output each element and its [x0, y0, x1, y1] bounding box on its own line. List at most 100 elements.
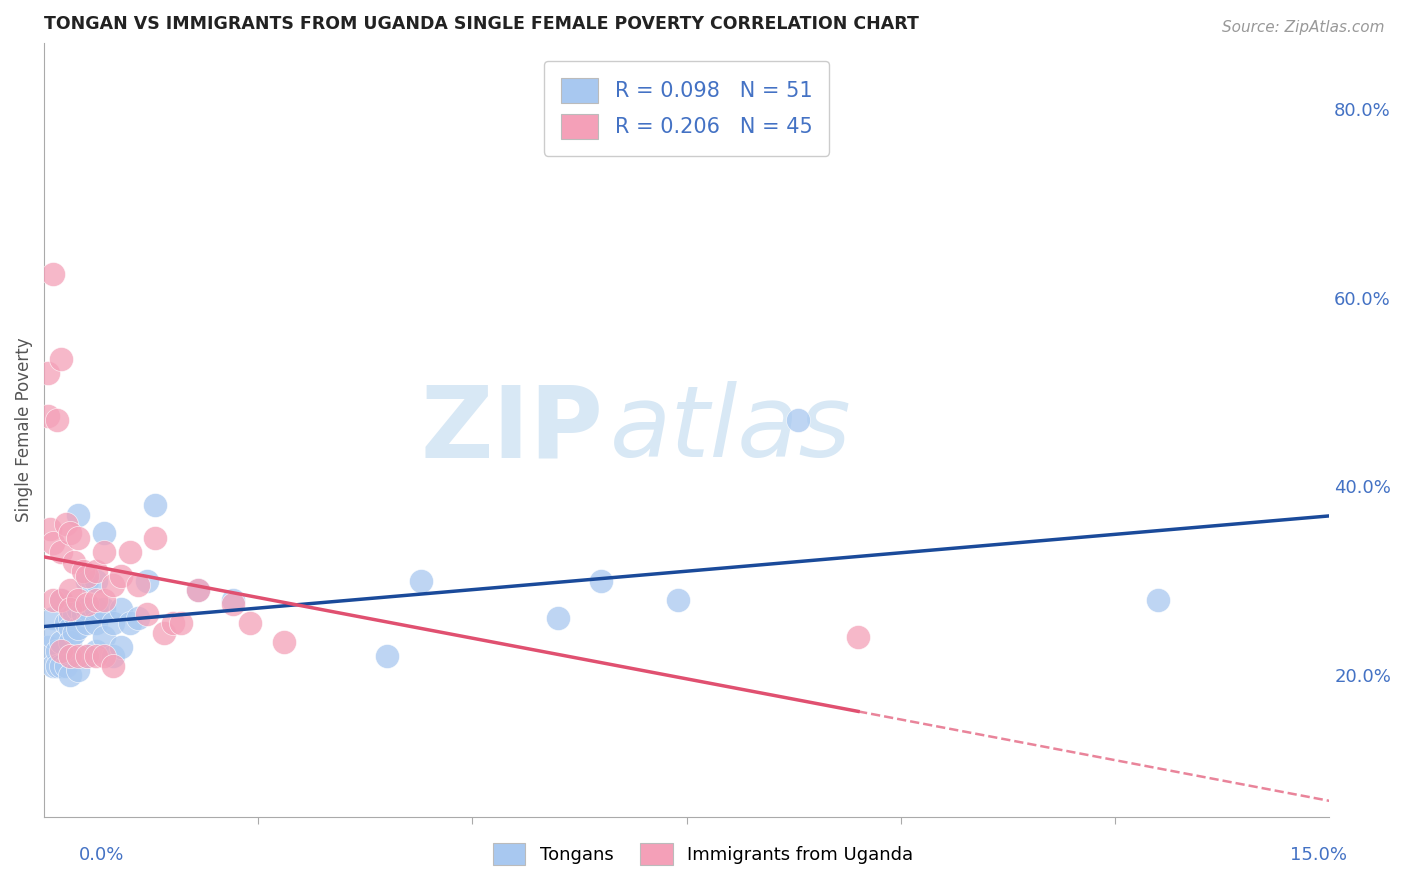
- Point: [84, 592, 107, 607]
- Point: [67, 663, 90, 677]
- Legend: Tongans, Immigrants from Uganda: Tongans, Immigrants from Uganda: [484, 834, 922, 874]
- Point: [76, 574, 98, 588]
- Point: [41, 267, 63, 281]
- Point: [67, 602, 90, 616]
- Text: 15.0%: 15.0%: [1291, 846, 1347, 863]
- Point: [59, 602, 82, 616]
- Text: Source: ZipAtlas.com: Source: ZipAtlas.com: [1222, 20, 1385, 35]
- Point: [110, 602, 132, 616]
- Point: [59, 583, 82, 598]
- Point: [59, 649, 82, 664]
- Point: [55, 658, 77, 673]
- Point: [59, 621, 82, 635]
- Point: [84, 602, 107, 616]
- Point: [84, 564, 107, 578]
- Point: [51, 545, 73, 559]
- Point: [93, 602, 115, 616]
- Point: [67, 592, 90, 607]
- Point: [239, 616, 262, 631]
- Point: [51, 644, 73, 658]
- Point: [51, 592, 73, 607]
- Point: [51, 592, 73, 607]
- Point: [41, 658, 63, 673]
- Point: [375, 649, 398, 664]
- Point: [153, 625, 176, 640]
- Point: [127, 611, 149, 625]
- Point: [76, 649, 98, 664]
- Point: [41, 611, 63, 625]
- Point: [127, 578, 149, 592]
- Point: [1147, 592, 1170, 607]
- Point: [67, 621, 90, 635]
- Point: [76, 597, 98, 611]
- Point: [84, 644, 107, 658]
- Point: [273, 635, 295, 649]
- Point: [135, 574, 157, 588]
- Point: [589, 574, 612, 588]
- Point: [59, 526, 82, 541]
- Point: [76, 602, 98, 616]
- Point: [110, 569, 132, 583]
- Point: [55, 616, 77, 631]
- Point: [101, 658, 124, 673]
- Point: [110, 640, 132, 654]
- Point: [409, 574, 432, 588]
- Point: [101, 649, 124, 664]
- Point: [93, 649, 115, 664]
- Point: [93, 630, 115, 644]
- Point: [76, 569, 98, 583]
- Point: [37, 409, 59, 423]
- Point: [37, 640, 59, 654]
- Point: [41, 536, 63, 550]
- Point: [84, 616, 107, 631]
- Point: [46, 644, 69, 658]
- Point: [93, 526, 115, 541]
- Point: [59, 668, 82, 682]
- Point: [547, 611, 569, 625]
- Point: [39, 522, 62, 536]
- Point: [63, 607, 86, 621]
- Point: [135, 607, 157, 621]
- Text: TONGAN VS IMMIGRANTS FROM UGANDA SINGLE FEMALE POVERTY CORRELATION CHART: TONGAN VS IMMIGRANTS FROM UGANDA SINGLE …: [44, 15, 920, 33]
- Point: [41, 630, 63, 644]
- Point: [76, 616, 98, 631]
- Point: [37, 366, 59, 380]
- Point: [221, 592, 243, 607]
- Point: [93, 545, 115, 559]
- Y-axis label: Single Female Poverty: Single Female Poverty: [15, 337, 32, 522]
- Point: [170, 616, 193, 631]
- Point: [55, 517, 77, 532]
- Point: [46, 658, 69, 673]
- Point: [63, 625, 86, 640]
- Point: [846, 630, 869, 644]
- Point: [84, 649, 107, 664]
- Point: [72, 564, 94, 578]
- Point: [51, 351, 73, 366]
- Point: [59, 649, 82, 664]
- Point: [187, 583, 209, 598]
- Legend: R = 0.098   N = 51, R = 0.206   N = 45: R = 0.098 N = 51, R = 0.206 N = 45: [544, 61, 830, 155]
- Point: [93, 592, 115, 607]
- Point: [59, 611, 82, 625]
- Point: [84, 574, 107, 588]
- Text: atlas: atlas: [610, 381, 851, 478]
- Point: [46, 413, 69, 427]
- Point: [67, 649, 90, 664]
- Point: [162, 616, 184, 631]
- Point: [59, 635, 82, 649]
- Point: [63, 555, 86, 569]
- Point: [76, 649, 98, 664]
- Text: ZIP: ZIP: [420, 381, 603, 478]
- Point: [118, 545, 141, 559]
- Point: [787, 413, 810, 427]
- Point: [221, 597, 243, 611]
- Point: [101, 616, 124, 631]
- Point: [51, 635, 73, 649]
- Point: [67, 531, 90, 545]
- Point: [145, 531, 167, 545]
- Point: [145, 498, 167, 512]
- Point: [72, 607, 94, 621]
- Point: [101, 578, 124, 592]
- Point: [666, 592, 689, 607]
- Text: 0.0%: 0.0%: [79, 846, 124, 863]
